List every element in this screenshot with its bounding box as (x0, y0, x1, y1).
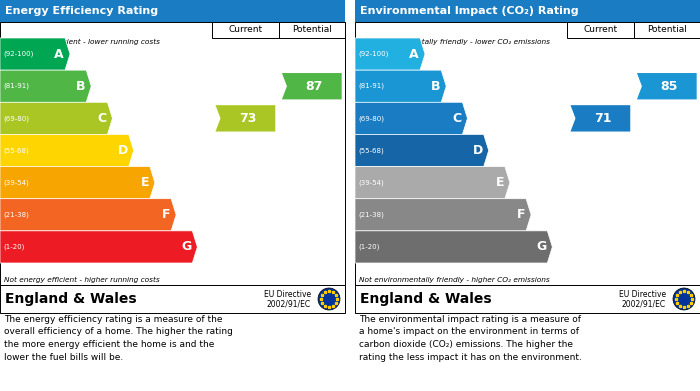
Polygon shape (355, 231, 552, 263)
Text: B: B (76, 80, 85, 93)
Polygon shape (0, 70, 91, 102)
Text: D: D (118, 144, 127, 157)
Text: C: C (452, 112, 461, 125)
Text: E: E (496, 176, 504, 189)
Text: G: G (536, 240, 546, 253)
Text: 73: 73 (239, 112, 257, 125)
Text: EU Directive: EU Directive (619, 290, 666, 299)
Polygon shape (355, 70, 446, 102)
Polygon shape (355, 199, 531, 231)
Text: (92-100): (92-100) (358, 51, 388, 57)
Bar (212, 22, 279, 38)
Text: 2002/91/EC: 2002/91/EC (267, 299, 311, 308)
Text: (55-68): (55-68) (358, 147, 384, 154)
Text: (81-91): (81-91) (3, 83, 29, 90)
Text: D: D (473, 144, 483, 157)
Text: Energy Efficiency Rating: Energy Efficiency Rating (5, 6, 158, 16)
Text: (69-80): (69-80) (358, 115, 384, 122)
Bar (0, 22, 345, 285)
Polygon shape (0, 102, 113, 135)
Text: F: F (517, 208, 525, 221)
Text: B: B (430, 80, 440, 93)
Text: The energy efficiency rating is a measure of the
overall efficiency of a home. T: The energy efficiency rating is a measur… (4, 315, 233, 362)
Text: (92-100): (92-100) (3, 51, 34, 57)
Text: Current: Current (228, 25, 262, 34)
Text: (21-38): (21-38) (3, 212, 29, 218)
Text: E: E (141, 176, 149, 189)
Text: England & Wales: England & Wales (360, 292, 491, 306)
Bar (0, 0, 345, 22)
Text: (55-68): (55-68) (3, 147, 29, 154)
Text: F: F (162, 208, 170, 221)
Polygon shape (355, 38, 425, 70)
Text: 85: 85 (661, 80, 678, 93)
Text: A: A (55, 48, 64, 61)
Bar (355, 22, 700, 285)
Bar (567, 22, 634, 38)
Bar (0, 285, 345, 313)
Text: (39-54): (39-54) (358, 179, 384, 186)
Polygon shape (282, 73, 342, 99)
Text: (1-20): (1-20) (3, 244, 25, 250)
Text: (69-80): (69-80) (3, 115, 29, 122)
Text: Very environmentally friendly - lower CO₂ emissions: Very environmentally friendly - lower CO… (359, 39, 550, 45)
Text: Potential: Potential (292, 25, 332, 34)
Bar (355, 285, 700, 313)
Polygon shape (355, 102, 468, 135)
Text: Not environmentally friendly - higher CO₂ emissions: Not environmentally friendly - higher CO… (359, 277, 550, 283)
Text: (1-20): (1-20) (358, 244, 379, 250)
Text: G: G (181, 240, 191, 253)
Polygon shape (0, 38, 70, 70)
Text: Potential: Potential (647, 25, 687, 34)
Text: Very energy efficient - lower running costs: Very energy efficient - lower running co… (4, 39, 160, 45)
Text: 71: 71 (594, 112, 612, 125)
Bar (355, 0, 700, 22)
Polygon shape (0, 135, 134, 167)
Polygon shape (216, 105, 275, 131)
Circle shape (673, 288, 695, 310)
Text: Current: Current (583, 25, 617, 34)
Text: (81-91): (81-91) (358, 83, 384, 90)
Text: The environmental impact rating is a measure of
a home's impact on the environme: The environmental impact rating is a mea… (359, 315, 582, 362)
Polygon shape (637, 73, 696, 99)
Text: (21-38): (21-38) (358, 212, 384, 218)
Text: 2002/91/EC: 2002/91/EC (622, 299, 666, 308)
Bar (634, 22, 700, 38)
Polygon shape (0, 231, 197, 263)
Polygon shape (0, 199, 176, 231)
Text: A: A (410, 48, 419, 61)
Polygon shape (355, 167, 510, 199)
Polygon shape (570, 105, 630, 131)
Text: EU Directive: EU Directive (264, 290, 311, 299)
Polygon shape (355, 135, 489, 167)
Text: England & Wales: England & Wales (5, 292, 136, 306)
Text: C: C (97, 112, 106, 125)
Text: Environmental Impact (CO₂) Rating: Environmental Impact (CO₂) Rating (360, 6, 579, 16)
Polygon shape (0, 167, 155, 199)
Text: (39-54): (39-54) (3, 179, 29, 186)
Text: Not energy efficient - higher running costs: Not energy efficient - higher running co… (4, 277, 160, 283)
Circle shape (318, 288, 340, 310)
Text: 87: 87 (306, 80, 323, 93)
Bar (279, 22, 345, 38)
